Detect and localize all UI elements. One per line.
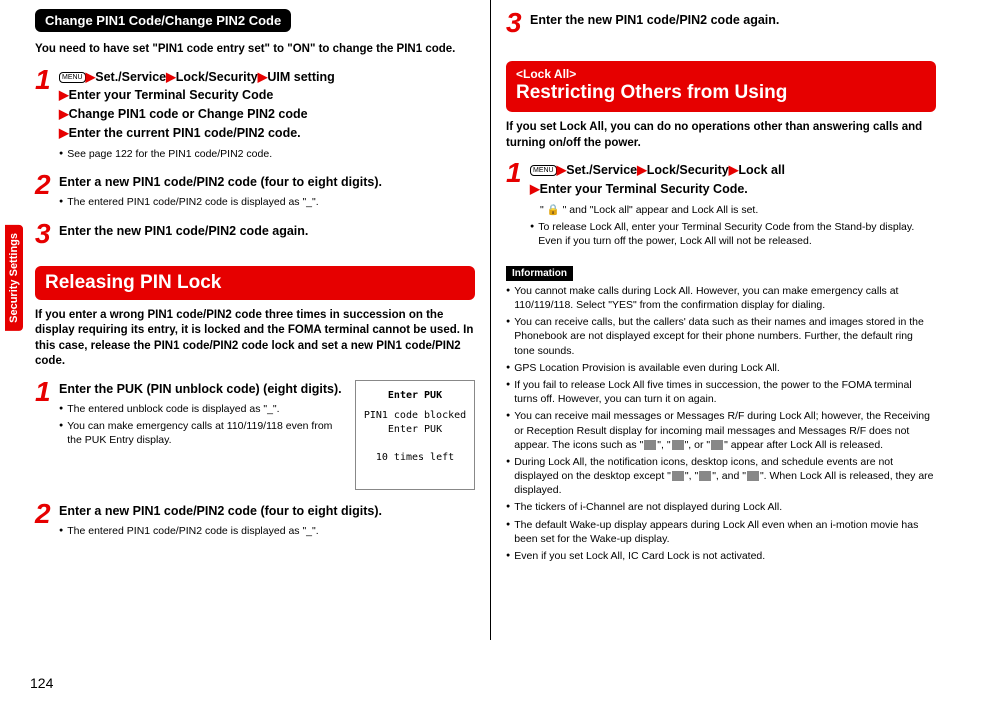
bullet: To release Lock All, enter your Terminal… [530, 220, 936, 248]
info-bullet: Even if you set Lock All, IC Card Lock i… [506, 549, 936, 563]
heading-sub: <Lock All> [516, 67, 926, 81]
step-line: Enter the new PIN1 code/PIN2 code again. [530, 11, 936, 30]
step-line: Enter a new PIN1 code/PIN2 code (four to… [59, 173, 475, 192]
intro-text: You need to have set "PIN1 code entry se… [35, 42, 475, 58]
bullet: The entered PIN1 code/PIN2 code is displ… [59, 524, 475, 538]
step-1: 1 MENU▶Set./Service▶Lock/Security▶UIM se… [35, 66, 475, 167]
information-header: Information [506, 266, 573, 281]
bullet: The entered PIN1 code/PIN2 code is displ… [59, 195, 475, 209]
information-box: You cannot make calls during Lock All. H… [506, 284, 936, 563]
step-3: 3 Enter the new PIN1 code/PIN2 code agai… [35, 220, 475, 248]
step-number: 3 [506, 9, 530, 37]
info-bullet: You can receive calls, but the callers' … [506, 315, 936, 358]
left-column: Change PIN1 Code/Change PIN2 Code You ne… [30, 0, 490, 701]
phone-screen: Enter PUK PIN1 code blocked Enter PUK 10… [355, 380, 475, 490]
bullet: The entered unblock code is displayed as… [59, 402, 347, 416]
complete-icon [699, 471, 711, 481]
bullet: You can make emergency calls at 110/119/… [59, 419, 347, 447]
heading-change-pin: Change PIN1 Code/Change PIN2 Code [35, 9, 291, 32]
intro-text: If you set Lock All, you can do no opera… [506, 120, 936, 151]
quote-line: " 🔒 " and "Lock all" appear and Lock All… [540, 203, 936, 216]
step-line: ▶Enter the current PIN1 code/PIN2 code. [59, 124, 475, 143]
step-line: ▶Change PIN1 code or Change PIN2 code [59, 105, 475, 124]
step-number: 1 [35, 66, 59, 167]
info-bullet: If you fail to release Lock All five tim… [506, 378, 936, 406]
info-bullet: GPS Location Provision is available even… [506, 361, 936, 375]
release-step-1: 1 Enter PUK PIN1 code blocked Enter PUK … [35, 378, 475, 490]
lock-step-1: 1 MENU▶Set./Service▶Lock/Security▶Lock a… [506, 159, 936, 254]
step-number: 2 [35, 500, 59, 545]
phone-line: PIN1 code blocked [362, 409, 468, 423]
mail-icon [644, 440, 656, 450]
step-number: 2 [35, 171, 59, 216]
heading-lock-all: <Lock All> Restricting Others from Using [506, 61, 936, 112]
step-line: Enter the new PIN1 code/PIN2 code again. [59, 222, 475, 241]
step-number: 1 [506, 159, 530, 254]
phone-line: 10 times left [362, 451, 468, 465]
menu-key-icon: MENU [530, 165, 557, 176]
msg-r-icon [672, 440, 684, 450]
right-column: 3 Enter the new PIN1 code/PIN2 code agai… [491, 0, 951, 701]
step-line: Enter a new PIN1 code/PIN2 code (four to… [59, 502, 475, 521]
release-step-2: 2 Enter a new PIN1 code/PIN2 code (four … [35, 500, 475, 545]
step-2: 2 Enter a new PIN1 code/PIN2 code (four … [35, 171, 475, 216]
menu-key-icon: MENU [59, 72, 86, 83]
step-line: MENU▶Set./Service▶Lock/Security▶Lock all [530, 161, 936, 180]
bullet: See page 122 for the PIN1 code/PIN2 code… [59, 147, 475, 161]
step-line: ▶Enter your Terminal Security Code [59, 86, 475, 105]
phone-line: Enter PUK [362, 389, 468, 403]
step-line: MENU▶Set./Service▶Lock/Security▶UIM sett… [59, 68, 475, 87]
step-number: 3 [35, 220, 59, 248]
page-container: Change PIN1 Code/Change PIN2 Code You ne… [0, 0, 1004, 701]
msg-f-icon [711, 440, 723, 450]
antenna-icon [672, 471, 684, 481]
heading-release-pin: Releasing PIN Lock [35, 266, 475, 300]
info-bullet: The tickers of i-Channel are not display… [506, 500, 936, 514]
heading-main: Restricting Others from Using [516, 81, 926, 106]
info-bullet: You cannot make calls during Lock All. H… [506, 284, 936, 312]
info-bullet: The default Wake-up display appears duri… [506, 518, 936, 546]
step-line: ▶Enter your Terminal Security Code. [530, 180, 936, 199]
step-number: 1 [35, 378, 59, 490]
info-bullet: You can receive mail messages or Message… [506, 409, 936, 452]
info-bullet: During Lock All, the notification icons,… [506, 455, 936, 498]
intro-text: If you enter a wrong PIN1 code/PIN2 code… [35, 308, 475, 370]
miss-icon [747, 471, 759, 481]
cont-step-3: 3 Enter the new PIN1 code/PIN2 code agai… [506, 9, 936, 37]
phone-line: Enter PUK [362, 423, 468, 437]
